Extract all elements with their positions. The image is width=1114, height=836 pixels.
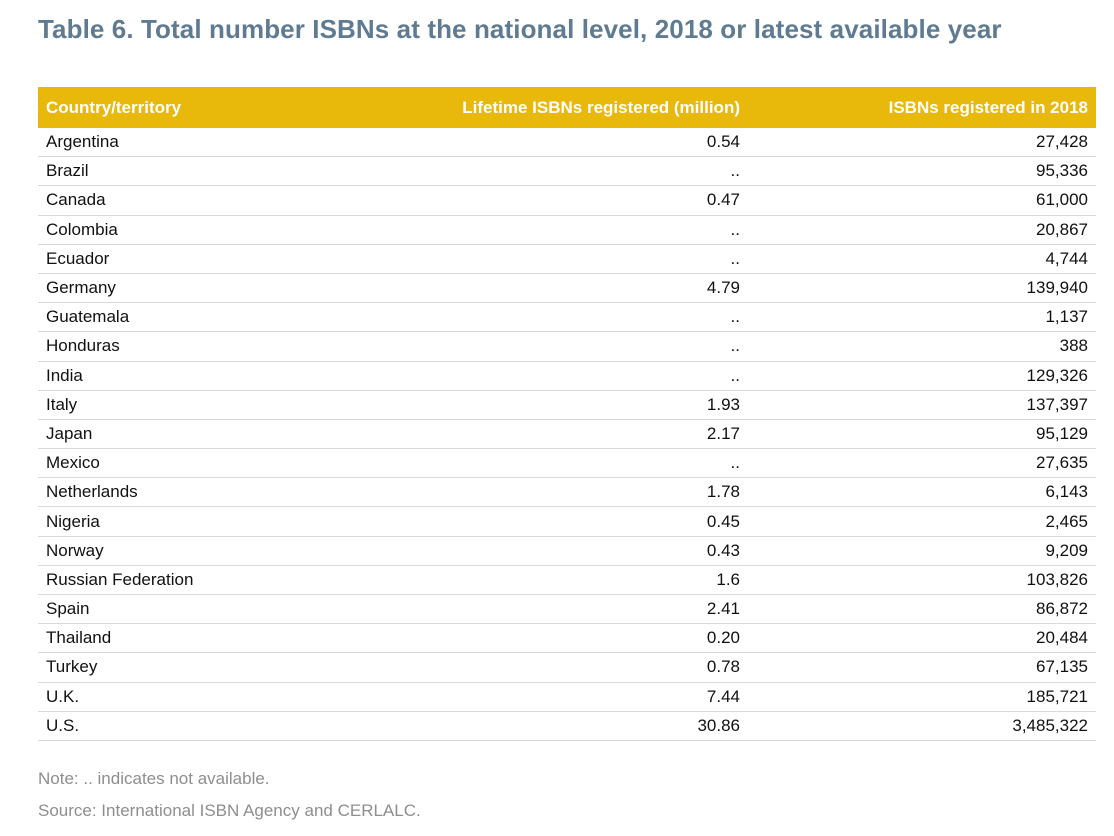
cell-lifetime-isbns: 2.41	[398, 594, 748, 625]
cell-lifetime-isbns: 0.45	[398, 506, 748, 537]
cell-country: Guatemala	[38, 302, 398, 333]
cell-country: U.S.	[38, 711, 398, 741]
cell-country: Argentina	[38, 128, 398, 158]
cell-isbns-2018: 20,867	[748, 215, 1096, 245]
cell-lifetime-isbns: 4.79	[398, 273, 748, 304]
table-body: Argentina 0.54 27,428 Brazil.. 95,336 Canada 0…	[38, 128, 1096, 741]
cell-lifetime-isbns: ..	[398, 156, 748, 187]
table-row: Mexico.. 27,635	[38, 448, 1096, 479]
isbn-table-container: Country/territory Lifetime ISBNs registe…	[38, 87, 1096, 741]
cell-isbns-2018: 61,000	[748, 185, 1096, 216]
table-row: Thailand 0.20 20,484	[38, 623, 1096, 654]
cell-country: Russian Federation	[38, 565, 398, 596]
table-row: Norway 0.43 9,209	[38, 536, 1096, 566]
cell-country: Spain	[38, 594, 398, 625]
cell-country: Thailand	[38, 623, 398, 654]
cell-isbns-2018: 95,129	[748, 419, 1096, 450]
cell-lifetime-isbns: 1.93	[398, 390, 748, 420]
column-header-isbns-2018: ISBNs registered in 2018	[748, 87, 1096, 128]
table-header: Country/territory Lifetime ISBNs registe…	[38, 87, 1096, 128]
table-row: Italy 1.93 137,397	[38, 390, 1096, 420]
cell-isbns-2018: 1,137	[748, 302, 1096, 333]
cell-country: Brazil	[38, 156, 398, 187]
cell-lifetime-isbns: ..	[398, 448, 748, 479]
table-row: Japan 2.17 95,129	[38, 419, 1096, 450]
cell-country: U.K.	[38, 682, 398, 712]
cell-country: Netherlands	[38, 477, 398, 508]
cell-lifetime-isbns: 0.43	[398, 536, 748, 566]
table-row: Guatemala.. 1,137	[38, 302, 1096, 333]
cell-isbns-2018: 3,485,322	[748, 711, 1096, 741]
cell-isbns-2018: 129,326	[748, 361, 1096, 391]
cell-lifetime-isbns: ..	[398, 331, 748, 362]
cell-isbns-2018: 185,721	[748, 682, 1096, 712]
cell-isbns-2018: 67,135	[748, 652, 1096, 683]
cell-lifetime-isbns: ..	[398, 215, 748, 245]
cell-isbns-2018: 388	[748, 331, 1096, 362]
table-row: Nigeria 0.45 2,465	[38, 506, 1096, 537]
cell-country: Turkey	[38, 652, 398, 683]
cell-isbns-2018: 20,484	[748, 623, 1096, 654]
cell-isbns-2018: 9,209	[748, 536, 1096, 566]
cell-lifetime-isbns: 2.17	[398, 419, 748, 450]
cell-country: Japan	[38, 419, 398, 450]
table-row: Russian Federation 1.6 103,826	[38, 565, 1096, 596]
cell-isbns-2018: 95,336	[748, 156, 1096, 187]
table-row: Ecuador.. 4,744	[38, 244, 1096, 274]
cell-lifetime-isbns: ..	[398, 361, 748, 391]
table-row: U.S. 30.86 3,485,322	[38, 711, 1096, 741]
cell-isbns-2018: 6,143	[748, 477, 1096, 508]
cell-isbns-2018: 4,744	[748, 244, 1096, 274]
table-row: Colombia.. 20,867	[38, 215, 1096, 245]
cell-lifetime-isbns: 0.47	[398, 185, 748, 216]
cell-isbns-2018: 2,465	[748, 506, 1096, 537]
cell-lifetime-isbns: 30.86	[398, 711, 748, 741]
cell-country: Germany	[38, 273, 398, 304]
table-row: Turkey 0.78 67,135	[38, 652, 1096, 683]
table-row: Germany 4.79 139,940	[38, 273, 1096, 304]
cell-lifetime-isbns: ..	[398, 244, 748, 274]
page-title: Table 6. Total number ISBNs at the natio…	[38, 14, 1002, 44]
table-row: Canada 0.47 61,000	[38, 185, 1096, 216]
column-header-lifetime-isbns: Lifetime ISBNs registered (million)	[398, 87, 748, 128]
cell-country: Mexico	[38, 448, 398, 479]
cell-country: Nigeria	[38, 506, 398, 537]
cell-lifetime-isbns: 1.6	[398, 565, 748, 596]
cell-isbns-2018: 137,397	[748, 390, 1096, 420]
cell-country: Norway	[38, 536, 398, 566]
cell-isbns-2018: 139,940	[748, 273, 1096, 304]
table-source: Source: International ISBN Agency and CE…	[38, 801, 421, 820]
cell-lifetime-isbns: 0.54	[398, 128, 748, 158]
cell-country: India	[38, 361, 398, 391]
cell-lifetime-isbns: 1.78	[398, 477, 748, 508]
cell-isbns-2018: 27,635	[748, 448, 1096, 479]
column-header-country: Country/territory	[38, 87, 398, 128]
table-row: U.K. 7.44 185,721	[38, 682, 1096, 712]
isbn-table: Country/territory Lifetime ISBNs registe…	[38, 87, 1096, 741]
table-row: Spain 2.41 86,872	[38, 594, 1096, 625]
table-row: India.. 129,326	[38, 361, 1096, 391]
cell-country: Colombia	[38, 215, 398, 245]
table-row: Honduras.. 388	[38, 331, 1096, 362]
cell-lifetime-isbns: 0.78	[398, 652, 748, 683]
cell-country: Canada	[38, 185, 398, 216]
cell-country: Honduras	[38, 331, 398, 362]
cell-isbns-2018: 86,872	[748, 594, 1096, 625]
table-row: Netherlands 1.78 6,143	[38, 477, 1096, 508]
cell-isbns-2018: 27,428	[748, 128, 1096, 158]
table-note: Note: .. indicates not available.	[38, 769, 270, 788]
table-row: Argentina 0.54 27,428	[38, 128, 1096, 158]
cell-country: Ecuador	[38, 244, 398, 274]
cell-lifetime-isbns: 7.44	[398, 682, 748, 712]
table-header-row: Country/territory Lifetime ISBNs registe…	[38, 87, 1096, 128]
cell-country: Italy	[38, 390, 398, 420]
cell-lifetime-isbns: ..	[398, 302, 748, 333]
table-row: Brazil.. 95,336	[38, 156, 1096, 187]
cell-lifetime-isbns: 0.20	[398, 623, 748, 654]
cell-isbns-2018: 103,826	[748, 565, 1096, 596]
